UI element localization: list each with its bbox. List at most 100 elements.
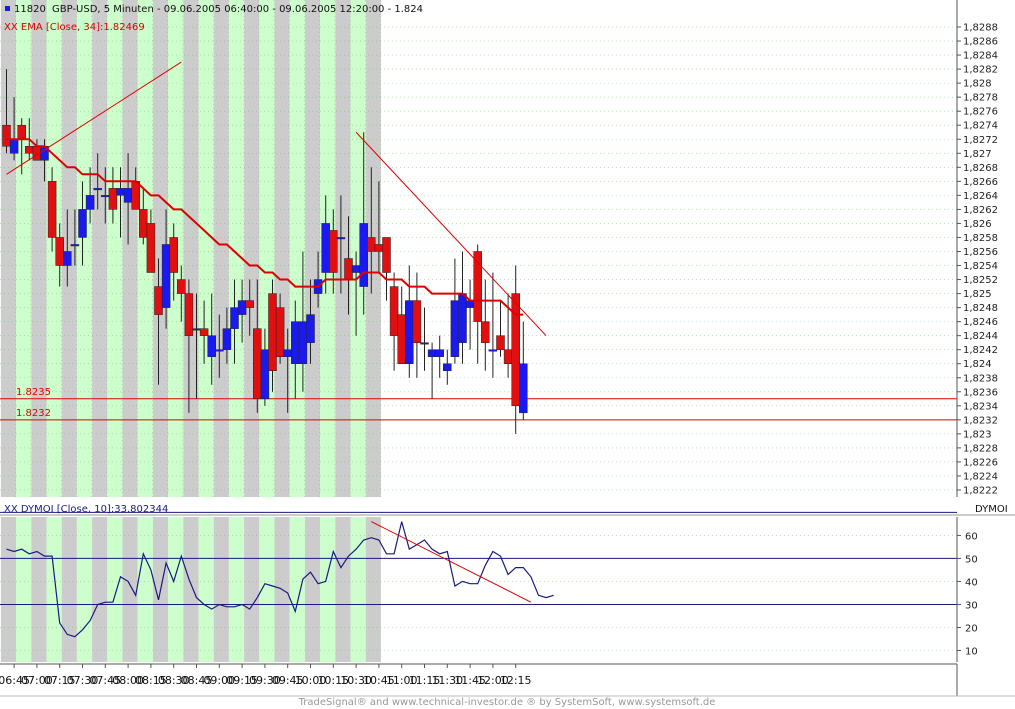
y-tick-label: 1,8252: [963, 275, 998, 286]
candle: [108, 167, 118, 224]
candle-body: [329, 230, 338, 273]
band: [198, 0, 214, 497]
candle-body: [78, 209, 87, 238]
candle-body: [443, 363, 452, 371]
candle: [169, 223, 178, 301]
band: [0, 517, 17, 662]
band: [61, 0, 77, 497]
candle-body: [245, 300, 254, 308]
candle-body: [230, 307, 239, 329]
candle-body: [199, 328, 209, 336]
candle-body: [496, 335, 505, 350]
x-tick-label: 10:15: [317, 674, 349, 687]
time-x-axis: 06:4507:0007:1507:3007:4508:0008:1508:30…: [0, 663, 1015, 697]
x-tick-label: 07:00: [21, 674, 53, 687]
x-tick-label: 09:00: [203, 674, 235, 687]
candle: [496, 300, 505, 357]
band: [183, 0, 199, 497]
candle-body: [488, 349, 498, 352]
band: [335, 0, 351, 497]
chart-title: GBP-USD, 5 Minuten - 09.06.2005 06:40:00…: [52, 4, 423, 15]
candle-body: [17, 124, 26, 140]
candle: [275, 293, 285, 364]
candle-body: [25, 146, 34, 154]
ema-line: [6, 138, 524, 316]
candle: [306, 279, 315, 364]
y-tick-label: 1,8288: [963, 23, 998, 34]
band: [76, 0, 93, 497]
y-tick-label: 1,8262: [963, 205, 998, 216]
y-tick-label: 1,8234: [963, 401, 998, 412]
oscillator-trend-line: [371, 521, 532, 603]
candle: [465, 279, 475, 350]
band: [228, 517, 245, 662]
candle-body: [519, 363, 528, 414]
y-tick-label: 1,8254: [963, 261, 998, 272]
support-line-label: 1.8235: [16, 387, 51, 398]
candle-body: [215, 349, 224, 352]
band: [259, 0, 275, 497]
y-tick-label: 1,8284: [963, 51, 998, 62]
y-tick-label: 1,8266: [963, 177, 998, 188]
candle: [47, 167, 57, 252]
candle-body: [146, 223, 156, 273]
band: [46, 0, 62, 497]
band: [31, 517, 47, 662]
band: [137, 0, 153, 497]
band: [137, 517, 153, 662]
candle-body: [222, 328, 232, 350]
band: [76, 517, 93, 662]
x-tick-label: 10:30: [340, 674, 372, 687]
y-tick-label: 1,8242: [963, 345, 998, 356]
y-tick-label: 1,8224: [963, 471, 998, 482]
band: [244, 0, 260, 497]
support-line-label: 1.8232: [16, 408, 51, 419]
y-tick-label: 20: [965, 623, 978, 634]
candle-body: [139, 209, 148, 238]
candle-body: [55, 237, 64, 266]
y-tick-label: 1,824: [963, 359, 992, 370]
candle: [435, 335, 444, 378]
support-lines: 1.8235 1.8232: [0, 387, 957, 421]
candle: [336, 195, 346, 294]
candle: [412, 272, 422, 378]
band: [259, 517, 275, 662]
candle: [184, 279, 194, 413]
candle-body: [116, 188, 125, 196]
candle-body: [2, 124, 11, 147]
candle-body: [237, 300, 247, 315]
symbol-marker-icon: [5, 6, 10, 11]
candle: [207, 293, 216, 385]
candle-body: [291, 321, 300, 364]
candle-body: [161, 244, 171, 308]
candle-body: [131, 181, 140, 210]
band: [228, 0, 245, 497]
candle: [450, 258, 460, 364]
y-tick-label: 10: [965, 646, 978, 657]
candlestick-series: [2, 69, 528, 434]
candle-body: [435, 349, 444, 357]
axis-background: [957, 0, 1015, 696]
x-tick-label: 08:00: [112, 674, 144, 687]
candle-body: [427, 349, 437, 357]
y-tick-label: 1,8228: [963, 443, 998, 454]
candle: [519, 321, 528, 420]
candle: [420, 307, 429, 371]
y-tick-label: 1,826: [963, 219, 992, 230]
candle-body: [207, 335, 216, 357]
x-tick-label: 08:30: [158, 674, 190, 687]
y-tick-label: 1,8268: [963, 163, 998, 174]
band: [122, 0, 138, 497]
y-tick-label: 1,8282: [963, 65, 998, 76]
candle: [260, 328, 270, 406]
candle: [511, 265, 520, 434]
y-tick-label: 1,8244: [963, 331, 998, 342]
candle-body: [253, 328, 262, 400]
candle: [93, 153, 102, 210]
y-tick-label: 1,823: [963, 429, 992, 440]
band: [92, 517, 108, 662]
dymoi-line: [6, 521, 554, 638]
candle-body: [47, 181, 57, 238]
y-tick-label: 1,8272: [963, 135, 998, 146]
